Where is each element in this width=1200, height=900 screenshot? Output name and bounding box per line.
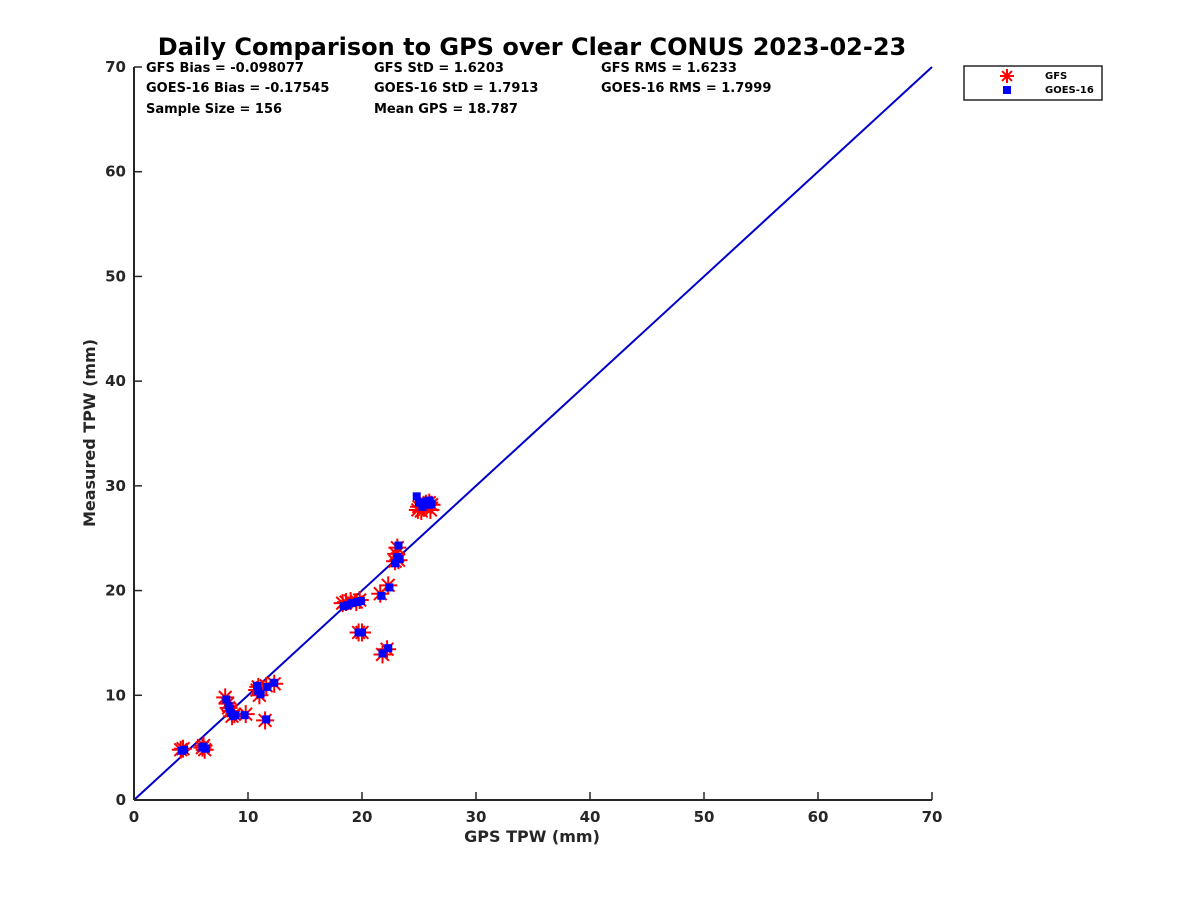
- stat-gfs-bias: GFS Bias = -0.098077: [146, 61, 304, 76]
- x-tick-label: 50: [694, 808, 715, 826]
- legend-goes-square: [1003, 86, 1011, 94]
- x-tick-label: 70: [922, 808, 943, 826]
- data-point-goes-16: [384, 644, 393, 653]
- x-tick-label: 0: [129, 808, 139, 826]
- data-point-goes-16: [378, 649, 387, 658]
- data-point-goes-16: [256, 690, 265, 699]
- tick-layer: 0 10 20 30 40 50 60 70 0 10 20 30 40 50 60 70: [105, 58, 942, 826]
- stat-goes-std: GOES-16 StD = 1.7913: [374, 81, 538, 96]
- x-axis-label: GPS TPW (mm): [464, 827, 600, 846]
- legend-goes-marker: [1003, 86, 1011, 94]
- data-point-goes-16: [253, 681, 262, 690]
- y-tick-label: 30: [105, 477, 126, 495]
- x-tick-label: 60: [808, 808, 829, 826]
- data-point-goes-16: [343, 601, 352, 610]
- stat-gfs-rms: GFS RMS = 1.6233: [601, 61, 737, 76]
- data-point-goes-16: [415, 498, 423, 507]
- data-point-goes-16: [231, 711, 240, 720]
- legend-gfs-marker: [1000, 69, 1014, 83]
- y-tick-label: 60: [105, 163, 126, 181]
- data-point-goes-16: [262, 715, 271, 724]
- chart-title: Daily Comparison to GPS over Clear CONUS…: [158, 33, 906, 61]
- x-tick-label: 10: [238, 808, 259, 826]
- y-axis-label: Measured TPW (mm): [80, 339, 99, 527]
- data-point-goes-16: [391, 559, 400, 568]
- data-point-goes-16: [180, 745, 189, 754]
- stat-sample-size: Sample Size = 156: [146, 102, 282, 117]
- data-point-goes-16: [198, 743, 207, 752]
- x-tick-label: 20: [352, 808, 373, 826]
- stat-gfs-std: GFS StD = 1.6203: [374, 61, 504, 76]
- data-point-goes-16: [222, 695, 231, 704]
- y-tick-label: 20: [105, 582, 126, 600]
- data-point-goes-16: [263, 682, 272, 691]
- legend-gfs-label: GFS: [1045, 71, 1067, 82]
- series-goes-16: [177, 492, 436, 755]
- legend-goes-label: GOES-16: [1045, 85, 1094, 96]
- data-point-goes-16: [347, 599, 356, 608]
- data-point-goes-16: [418, 502, 427, 511]
- data-point-goes-16: [412, 492, 421, 501]
- y-tick-label: 50: [105, 267, 126, 285]
- x-tick-label: 30: [466, 808, 487, 826]
- data-point-goes-16: [394, 541, 403, 550]
- data-point-goes-16: [377, 591, 386, 600]
- data-point-goes-16: [356, 597, 365, 606]
- x-tick-label: 40: [580, 808, 601, 826]
- data-point-goes-16: [385, 583, 394, 592]
- data-point-goes-16: [270, 678, 279, 687]
- data-point-goes-16: [225, 704, 234, 713]
- stat-mean-gps: Mean GPS = 18.787: [374, 102, 518, 117]
- data-point-goes-16: [427, 499, 436, 508]
- series-layer: [171, 492, 441, 759]
- data-point-goes-16: [358, 628, 366, 637]
- y-tick-label: 10: [105, 686, 126, 704]
- y-tick-label: 70: [105, 58, 126, 76]
- legend-box: [963, 65, 1103, 101]
- stat-goes-bias: GOES-16 Bias = -0.17545: [146, 81, 329, 96]
- data-point-goes-16: [395, 555, 404, 564]
- data-point-goes-16: [240, 711, 249, 720]
- stat-goes-rms: GOES-16 RMS = 1.7999: [601, 81, 771, 96]
- y-tick-label: 40: [105, 372, 126, 390]
- legend-gfs-asterisk: [1000, 69, 1014, 83]
- legend: GFS GOES-16: [963, 65, 1103, 101]
- y-tick-label: 0: [116, 791, 126, 809]
